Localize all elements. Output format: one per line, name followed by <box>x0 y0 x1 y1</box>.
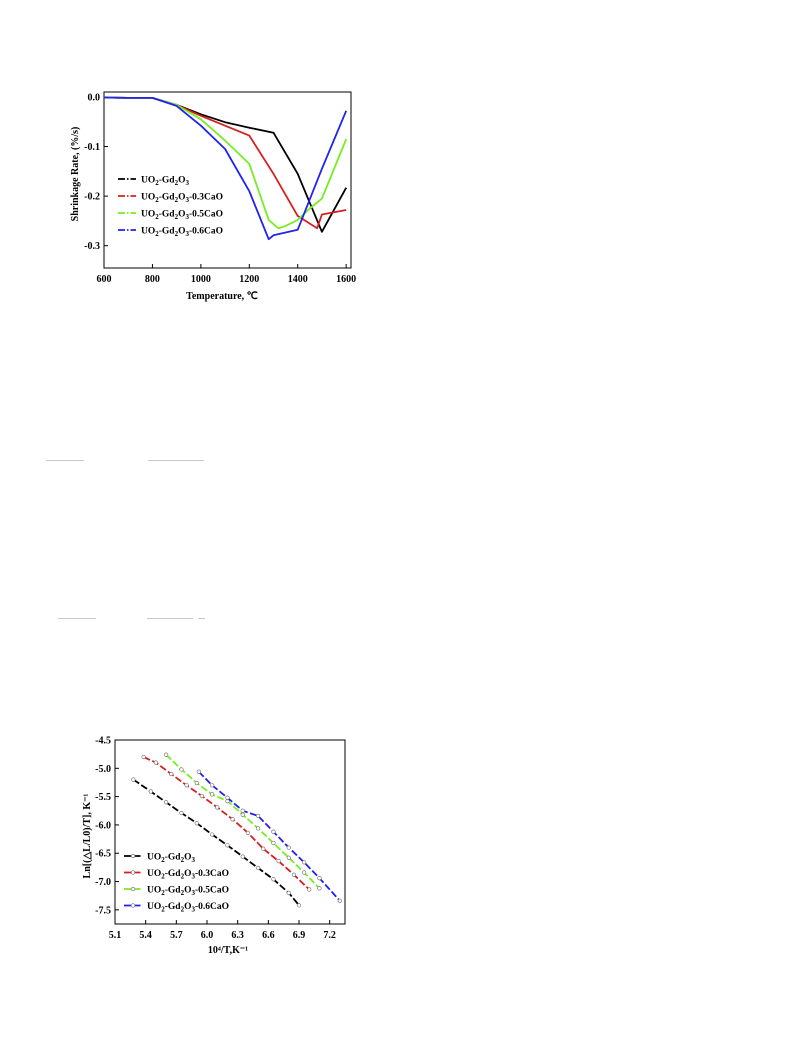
y-tick-label: -7.0 <box>95 877 111 888</box>
data-point <box>286 845 291 850</box>
separator-line <box>198 618 205 619</box>
data-point <box>225 843 230 848</box>
y-tick-label: 0.0 <box>88 92 101 103</box>
data-point <box>256 813 261 818</box>
x-tick-label: 6.0 <box>201 930 214 941</box>
legend-marker <box>130 886 136 892</box>
data-point <box>164 800 169 805</box>
data-point <box>307 887 312 892</box>
y-tick-label: -6.5 <box>95 849 111 860</box>
data-point <box>317 876 322 881</box>
data-point <box>141 754 146 760</box>
data-point <box>153 760 158 765</box>
data-point <box>240 808 245 813</box>
data-point <box>286 855 291 860</box>
data-point <box>276 859 281 864</box>
legend-label: UO2​-Gd2​O3​ <box>147 853 195 865</box>
data-point <box>302 860 307 865</box>
data-point <box>210 783 215 788</box>
data-point <box>337 898 342 903</box>
data-point <box>131 777 136 782</box>
legend-label: UO2​-Gd2​O3​ <box>141 176 189 188</box>
shrinkage-rate-chart: Temperature, ℃ Shrinkage Rate, (%/s) 600… <box>70 91 356 302</box>
data-point <box>271 840 276 846</box>
series-line <box>103 96 348 241</box>
x-tick-label: 7.2 <box>323 930 336 941</box>
separator-line <box>46 460 84 461</box>
data-point <box>215 805 220 810</box>
data-point <box>302 870 307 875</box>
plot-frame <box>114 739 346 925</box>
data-point <box>210 792 215 797</box>
separator-line <box>147 618 193 619</box>
x-tick-label: 600 <box>97 274 112 285</box>
data-point <box>164 752 169 757</box>
legend-label: UO2​-Gd2​O3​-0.6CaO <box>141 227 223 239</box>
x-axis-label: Temperature, ℃ <box>186 291 258 302</box>
legend-marker <box>130 870 136 875</box>
x-tick-label: 5.1 <box>109 930 122 941</box>
legend-label: UO2​-Gd2​O3​-0.3CaO <box>141 193 223 205</box>
x-tick-label: 1400 <box>288 274 308 285</box>
data-point <box>179 810 184 816</box>
x-tick-label: 6.6 <box>262 930 275 941</box>
y-tick-label: -7.5 <box>95 905 111 916</box>
legend-label: UO2​-Gd2​O3​-0.5CaO <box>141 210 223 222</box>
x-tick-label: 5.4 <box>139 930 152 941</box>
data-point <box>271 877 276 882</box>
data-point <box>240 812 245 817</box>
data-point <box>184 783 189 788</box>
series-line <box>143 756 310 891</box>
x-tick-label: 800 <box>145 274 160 285</box>
y-tick-label: -6.0 <box>95 820 111 831</box>
y-tick-label: -4.5 <box>95 736 111 747</box>
data-point <box>245 830 250 835</box>
data-point <box>199 793 204 799</box>
x-tick-label: 6.3 <box>231 930 244 941</box>
legend-marker <box>130 853 136 859</box>
data-point <box>286 890 291 895</box>
legend-marker <box>130 903 136 908</box>
data-point <box>196 769 201 774</box>
y-tick-label: -0.1 <box>84 142 100 153</box>
data-point <box>230 817 235 822</box>
y-axis-label: Shrinkage Rate, (%/s) <box>70 127 81 222</box>
y-tick-label: -5.5 <box>95 792 111 803</box>
legend-label: UO2​-Gd2​O3​-0.3CaO <box>147 869 229 881</box>
data-point <box>256 865 261 871</box>
plot-frame <box>103 91 352 269</box>
data-point <box>179 767 184 772</box>
data-point <box>194 821 199 826</box>
y-tick-label: -5.0 <box>95 764 111 775</box>
data-point <box>148 789 153 794</box>
data-point <box>256 826 261 831</box>
x-tick-label: 1600 <box>336 274 356 285</box>
legend-label: UO2​-Gd2​O3​-0.5CaO <box>147 886 229 898</box>
separator-line <box>58 618 96 619</box>
x-tick-label: 5.7 <box>170 930 183 941</box>
x-tick-label: 1200 <box>239 274 259 285</box>
x-tick-label: 6.9 <box>293 930 306 941</box>
x-tick-label: 1000 <box>191 274 211 285</box>
data-point <box>225 795 230 800</box>
data-point <box>169 771 174 777</box>
data-point <box>194 780 199 786</box>
data-point <box>291 872 296 877</box>
data-point <box>317 886 322 891</box>
series-line <box>198 771 341 902</box>
legend-label: UO2​-Gd2​O3​-0.6CaO <box>147 902 229 914</box>
y-axis-label: Ln[(△L/L0)/T], K⁻¹ <box>82 794 93 879</box>
y-tick-label: -0.2 <box>84 192 100 203</box>
separator-line <box>148 460 204 461</box>
arrhenius-plot-chart: 10⁴/T,K⁻¹ Ln[(△L/L0)/T], K⁻¹ 5.1 5.4 5.7 6.… <box>82 736 346 956</box>
x-axis-label: 10⁴/T,K⁻¹ <box>208 945 248 956</box>
data-point <box>210 832 215 837</box>
data-point <box>240 854 245 859</box>
data-point <box>271 829 276 834</box>
y-tick-label: -0.3 <box>84 241 100 252</box>
data-point <box>296 903 302 908</box>
data-point <box>261 846 266 851</box>
series-line <box>132 778 300 906</box>
